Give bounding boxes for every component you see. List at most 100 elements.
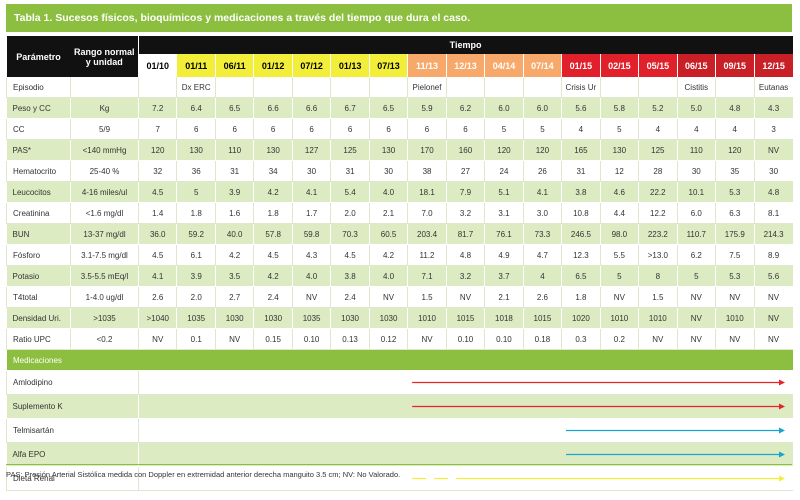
medication-label: Dieta Renal [6,466,139,491]
value-cell: 1030 [368,307,408,329]
value-cell: 35 [715,160,754,182]
value-cell: 1035 [291,307,331,329]
value-cell: 7 [137,118,177,140]
value-cell: 73.3 [522,223,562,245]
value-cell: NV [676,328,716,350]
value-cell: 36.0 [137,223,177,245]
value-cell: NV [753,328,793,350]
table-title: Tabla 1. Sucesos físicos, bioquímicos y … [6,4,792,32]
value-cell: 6 [291,118,331,140]
time-header: Tiempo [138,36,793,54]
table-row: CC 5/9 7 6 6 6 6 6 6 6 6 5 5 4 5 4 4 4 3 [6,118,793,140]
value-cell: 4.8 [445,244,485,266]
date-cell: 01/10 [137,54,177,77]
value-cell: 7.1 [407,265,447,287]
medication-row: Telmisartán [6,418,793,443]
value-cell: NV [599,286,639,308]
value-cell: 5.6 [561,97,601,119]
date-cell: 01/15 [561,54,601,77]
value-cell: 6.6 [253,97,293,119]
row-range: Kg [70,97,139,119]
value-cell: 6.1 [176,244,216,266]
value-cell: 3.8 [561,181,601,203]
table-row: Episodio Dx ERC Pielonef Crisis Ur Cistitis E… [6,77,793,98]
table-row: PAS* <140 mmHg 120 130 110 130 127 125 130 170 160… [6,139,793,161]
arrow-head [779,379,785,386]
value-cell: 110 [214,139,254,161]
value-cell: 8 [638,265,678,287]
value-cell: 6.0 [522,97,562,119]
value-cell: 2.7 [214,286,254,308]
value-cell: 30 [291,160,331,182]
value-cell: 1.8 [561,286,601,308]
value-cell: 0.12 [368,328,408,350]
value-cell: 59.8 [291,223,331,245]
value-cell: 1.8 [176,202,216,224]
medication-row: Alfa EPO [6,442,793,467]
value-cell: 5.8 [599,97,639,119]
value-cell: 4.1 [291,181,331,203]
value-cell: 5.4 [330,181,370,203]
medication-arrow [566,427,785,434]
value-cell: 31 [561,160,601,182]
value-cell: 81.7 [445,223,485,245]
date-cell: 12/13 [445,54,485,77]
value-cell: 0.10 [484,328,524,350]
value-cell: 2.1 [484,286,524,308]
row-label: Hematocrito [6,160,71,182]
value-cell: 5.6 [753,265,793,287]
value-cell: 0.13 [330,328,370,350]
value-cell: 5.3 [715,265,754,287]
row-range: 4-16 miles/ul [70,181,139,203]
value-cell: Dx ERC [176,77,216,98]
value-cell: 5 [599,118,639,140]
value-cell: 125 [330,139,370,161]
value-cell [445,77,485,98]
medication-timeline [137,418,793,443]
value-cell: 223.2 [638,223,678,245]
table-row: T4total 1-4.0 ug/dl 2.6 2.0 2.7 2.4 NV 2.4 NV 1.5… [6,286,793,308]
value-cell: 6 [253,118,293,140]
value-cell: 2.1 [368,202,408,224]
value-cell: 27 [445,160,485,182]
value-cell: 1.6 [214,202,254,224]
value-cell: 18.1 [407,181,447,203]
value-cell: 30 [753,160,793,182]
value-cell: 57.8 [253,223,293,245]
medication-row: Amlodipino [6,370,793,395]
row-range [70,77,139,98]
value-cell: 4.6 [599,181,639,203]
value-cell: 38 [407,160,447,182]
value-cell: 3 [753,118,793,140]
value-cell: 3.5 [214,265,254,287]
value-cell: 98.0 [599,223,639,245]
value-cell [214,77,254,98]
arrow-head [779,403,785,410]
value-cell [715,77,754,98]
row-label: Ratio UPC [6,328,71,350]
value-cell: 130 [253,139,293,161]
value-cell: 6 [176,118,216,140]
table-body: Episodio Dx ERC Pielonef Crisis Ur Cistitis E… [5,77,793,491]
medication-arrow [566,451,785,458]
row-label: Fósforo [6,244,71,266]
value-cell: >13.0 [638,244,678,266]
row-label: Creatinina [6,202,71,224]
value-cell: NV [753,139,793,161]
value-cell: 1010 [599,307,639,329]
row-label: Densidad Uri. [6,307,71,329]
value-cell: 5 [676,265,716,287]
medication-timeline [137,394,793,419]
value-cell: 1010 [638,307,678,329]
table-row: Densidad Uri. >1035 >1040 1035 1030 1030 1035 1… [6,307,793,329]
row-range: 3.1-7.5 mg/dl [70,244,139,266]
value-cell: 5.0 [676,97,716,119]
value-cell: NV [137,328,177,350]
value-cell: 7.9 [445,181,485,203]
value-cell: 4 [561,118,601,140]
row-label: PAS* [6,139,71,161]
value-cell: 30 [676,160,716,182]
value-cell: 1010 [407,307,447,329]
row-range: 3.5-5.5 mEq/l [70,265,139,287]
medication-label: Suplemento K [6,394,139,419]
